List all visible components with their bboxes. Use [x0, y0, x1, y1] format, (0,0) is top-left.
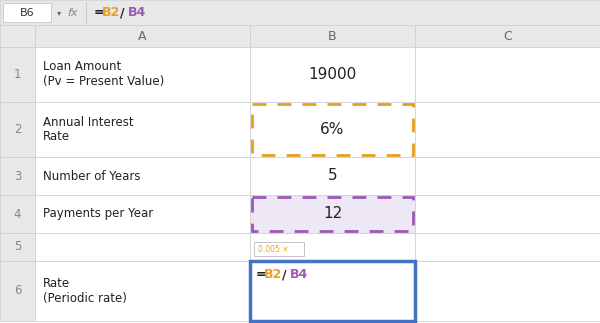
Bar [35, 195, 250, 233]
Text: 3: 3 [14, 170, 21, 182]
Text: 5: 5 [14, 241, 21, 254]
Text: Number of Years: Number of Years [43, 170, 140, 182]
Bar [415, 157, 600, 195]
Bar [35, 47, 250, 102]
Bar [35, 157, 250, 195]
Text: B4: B4 [128, 6, 146, 19]
Text: Payments per Year: Payments per Year [43, 207, 153, 221]
Bar [415, 102, 600, 157]
Bar [35, 233, 250, 261]
Text: C: C [503, 29, 512, 43]
Text: /: / [282, 268, 287, 282]
Text: 6: 6 [14, 285, 21, 297]
Bar [250, 261, 415, 321]
Bar [0, 195, 35, 233]
Text: 12: 12 [323, 206, 342, 222]
Text: /: / [120, 6, 125, 19]
Text: 19000: 19000 [308, 67, 356, 82]
Bar [0, 47, 35, 102]
Text: 4: 4 [14, 207, 21, 221]
Bar [0, 261, 35, 321]
Text: Annual Interest
Rate: Annual Interest Rate [43, 116, 134, 143]
Bar [35, 261, 250, 321]
Bar [0, 157, 35, 195]
Text: =: = [256, 268, 266, 282]
Text: Loan Amount
(Pv = Present Value): Loan Amount (Pv = Present Value) [43, 60, 164, 89]
Bar [0, 102, 35, 157]
Bar [252, 104, 413, 155]
Bar [250, 195, 415, 233]
Bar [415, 47, 600, 102]
Text: ▾: ▾ [57, 8, 61, 17]
Bar [250, 233, 415, 261]
Bar [35, 25, 250, 47]
Text: 6%: 6% [320, 122, 344, 137]
Text: 5: 5 [328, 169, 337, 183]
Bar [415, 195, 600, 233]
Bar [415, 25, 600, 47]
Bar [0, 233, 35, 261]
Bar [250, 102, 415, 157]
Text: =: = [94, 6, 104, 19]
Bar [415, 261, 600, 321]
Text: 0.005 ×: 0.005 × [258, 245, 289, 254]
Bar [0, 0, 600, 25]
Bar [415, 233, 600, 261]
Text: fx: fx [68, 7, 78, 17]
Text: 1: 1 [14, 68, 21, 81]
Bar [3, 3, 51, 22]
Text: B6: B6 [20, 7, 34, 17]
Bar [250, 25, 415, 47]
Bar [252, 197, 413, 231]
Text: 2: 2 [14, 123, 21, 136]
Bar [250, 261, 415, 321]
Bar [250, 157, 415, 195]
Text: B2: B2 [264, 268, 282, 282]
Bar [0, 25, 35, 47]
Text: B4: B4 [290, 268, 308, 282]
Text: B2: B2 [102, 6, 120, 19]
Bar [250, 47, 415, 102]
Text: B: B [328, 29, 337, 43]
Text: Rate
(Periodic rate): Rate (Periodic rate) [43, 277, 127, 305]
Bar [35, 102, 250, 157]
Text: A: A [138, 29, 147, 43]
Bar [254, 242, 304, 256]
